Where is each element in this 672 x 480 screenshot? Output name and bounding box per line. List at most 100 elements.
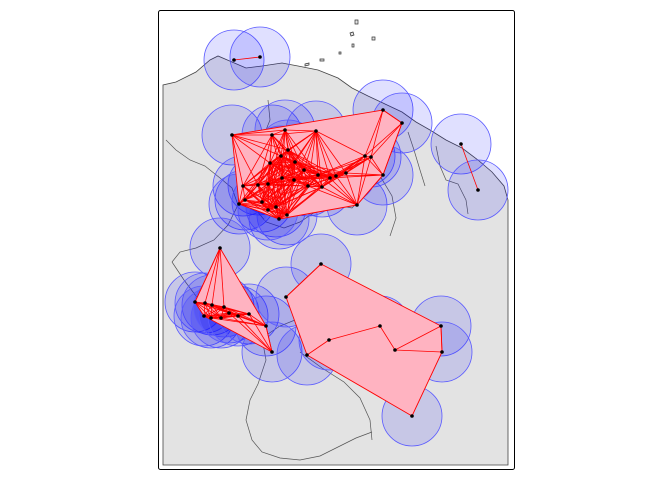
network-edge (204, 247, 221, 304)
network-edge (315, 130, 337, 177)
network-node (439, 324, 443, 328)
network-node (393, 348, 397, 352)
network-node (203, 301, 207, 305)
network-edge (307, 177, 331, 187)
network-node (305, 353, 309, 357)
network-node (219, 316, 223, 320)
network-edge (315, 130, 366, 157)
network-edge (267, 149, 289, 185)
network-edge (303, 130, 317, 171)
network-edge (237, 313, 250, 317)
network-edge (440, 325, 443, 353)
network-edge (281, 169, 305, 179)
network-node (327, 338, 331, 342)
network-edge (231, 129, 286, 136)
network-edge (267, 209, 280, 220)
network-edge (328, 325, 381, 341)
network-node (314, 129, 318, 133)
network-edge (382, 109, 403, 124)
network-edge (228, 312, 250, 315)
network-edge (284, 129, 317, 132)
network-edge (287, 130, 317, 151)
network-edge (379, 325, 396, 351)
network-node (202, 314, 206, 318)
network-node (378, 324, 382, 328)
network-edge (370, 109, 384, 158)
network-edge (231, 134, 271, 164)
network-edge (293, 177, 331, 181)
network-edge (315, 130, 319, 176)
network-node (210, 303, 214, 307)
network-edge (460, 143, 479, 191)
network-edge (267, 129, 286, 185)
network-node (266, 208, 270, 212)
network-edge (238, 184, 259, 205)
network-node (293, 160, 297, 164)
network-node (283, 128, 287, 132)
network-nodes-layer (193, 55, 480, 418)
network-edge (244, 199, 269, 211)
network-edge (285, 263, 322, 298)
network-node (266, 182, 270, 186)
network-edge (286, 177, 331, 216)
network-edge (211, 247, 221, 306)
network-edge (220, 306, 225, 319)
network-edge (271, 130, 317, 136)
network-node (400, 121, 404, 125)
network-edge (210, 306, 225, 319)
network-edge (382, 122, 403, 176)
network-edge (242, 161, 296, 187)
network-node (369, 155, 373, 159)
network-edge (317, 155, 366, 176)
caribbean-islands (304, 19, 376, 67)
network-node (363, 154, 367, 158)
network-edge (242, 177, 283, 187)
network-edge (294, 161, 309, 187)
network-edge (294, 161, 337, 177)
network-edge (370, 156, 384, 176)
network-node (230, 133, 234, 137)
network-node (237, 202, 241, 206)
network-edge (321, 186, 358, 206)
network-edge (345, 172, 384, 176)
network-edge (356, 155, 366, 206)
network-node (193, 300, 197, 304)
network-node (222, 305, 226, 309)
network-edge (394, 325, 442, 351)
network-edge (261, 185, 309, 203)
network-edge (238, 201, 263, 205)
network-node (209, 316, 213, 320)
network-node (258, 55, 262, 59)
network-edge (269, 129, 286, 164)
network-edge (293, 179, 323, 188)
network-node (306, 184, 310, 188)
network-node (334, 174, 338, 178)
network-edge (271, 129, 286, 136)
network-edge (257, 161, 296, 186)
network-node (236, 314, 240, 318)
network-edge (238, 203, 280, 220)
network-edge (242, 134, 273, 187)
network-edge (275, 206, 288, 216)
network-edge (242, 185, 246, 201)
network-edge (261, 179, 295, 203)
network-node (243, 198, 247, 202)
network-edge (356, 156, 372, 206)
network-node (440, 350, 444, 354)
network-edge (257, 149, 289, 186)
network-node (268, 161, 272, 165)
network-edge (356, 174, 384, 206)
network-node (410, 414, 414, 418)
network-edge (210, 312, 230, 319)
network-edge (219, 247, 225, 308)
network-edge (275, 179, 295, 208)
network-edge (223, 306, 267, 327)
network-edge (261, 177, 283, 203)
network-node (286, 148, 290, 152)
network-node (274, 205, 278, 209)
network-edge (244, 199, 277, 208)
network-edge (364, 122, 403, 157)
network-edge (317, 156, 372, 176)
network-edge (231, 134, 244, 187)
